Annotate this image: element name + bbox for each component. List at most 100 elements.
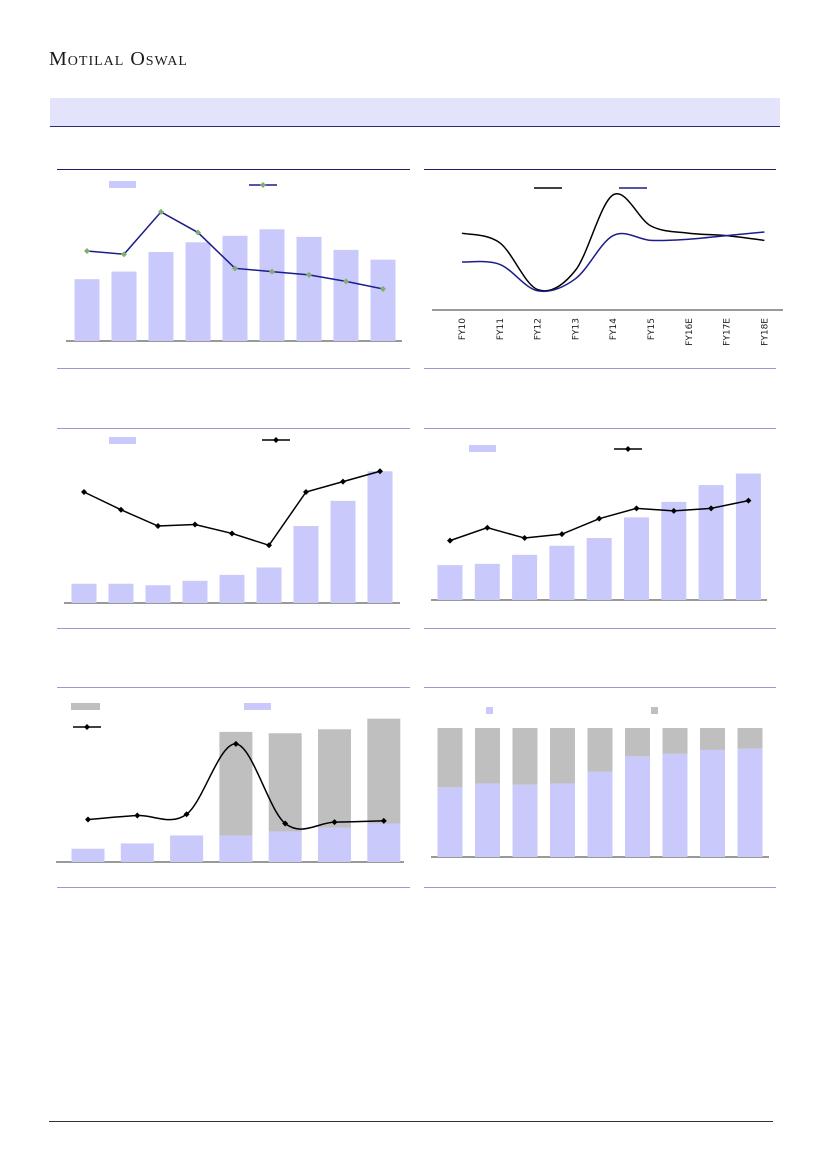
bar-bottom-left-4 xyxy=(268,831,302,862)
panel-rule-bottom-left-bottom xyxy=(57,887,410,888)
point-mid-right-0 xyxy=(447,537,453,544)
bar-top-left-3 xyxy=(185,242,211,341)
bar-bottom-right-5 xyxy=(625,756,650,857)
bar-stack-bottom-left-4 xyxy=(268,733,302,832)
panel-rule-mid-right-bottom xyxy=(424,628,776,629)
panel-rule-mid-left-top xyxy=(57,428,410,429)
point-mid-left-7 xyxy=(340,478,346,485)
point-bottom-left-2 xyxy=(183,811,190,818)
bar-top-left-8 xyxy=(370,259,396,341)
point-mid-right-5 xyxy=(633,505,640,512)
point-mid-right-2 xyxy=(521,535,528,542)
bar-mid-left-2 xyxy=(145,585,171,603)
point-mid-right-4 xyxy=(596,515,603,522)
legend-bar-swatch-mid-left xyxy=(109,437,136,444)
footer-rule xyxy=(49,1121,773,1122)
legend-line-swatch-mid-right-marker xyxy=(625,446,631,452)
point-top-left-5 xyxy=(269,268,275,275)
bar-bottom-left-5 xyxy=(318,827,351,862)
x-tick-top-right-5: FY15 xyxy=(647,318,657,340)
point-mid-left-4 xyxy=(229,530,235,537)
bar-mid-left-5 xyxy=(256,567,282,603)
point-top-left-4 xyxy=(232,265,238,272)
bar-mid-right-2 xyxy=(512,554,538,600)
bar-bottom-right-8 xyxy=(737,748,763,857)
point-mid-left-8 xyxy=(377,468,383,475)
bar-mid-right-8 xyxy=(735,473,761,600)
bar-mid-left-7 xyxy=(330,500,356,603)
bar-bottom-right-6 xyxy=(662,753,688,857)
bar-bottom-right-3 xyxy=(550,783,575,857)
legend-line-swatch-bottom-left-marker xyxy=(84,724,90,730)
panel-rule-mid-left-bottom xyxy=(57,628,410,629)
bar-mid-left-4 xyxy=(219,574,245,603)
bar-bottom-left-2 xyxy=(170,835,204,862)
legend-bar-swatch-top-left xyxy=(109,181,136,188)
legend-line-swatch-top-left-marker xyxy=(260,182,266,188)
bar-mid-left-0 xyxy=(71,583,97,603)
legend-grey-swatch-bottom-right xyxy=(651,707,658,714)
point-mid-left-3 xyxy=(192,521,198,528)
point-mid-right-7 xyxy=(708,505,715,512)
bar-mid-right-3 xyxy=(549,545,575,600)
point-top-left-8 xyxy=(380,285,386,292)
point-mid-right-3 xyxy=(558,531,565,538)
panel-rule-bottom-right-top xyxy=(424,687,776,688)
bar-bottom-right-0 xyxy=(437,787,463,857)
panel-rule-top-left-top xyxy=(57,169,410,170)
series-line-top-right-0 xyxy=(461,193,765,292)
point-mid-right-6 xyxy=(670,507,677,514)
brand-logo: Motilal Oswal xyxy=(49,48,188,70)
bar-stack-bottom-right-4 xyxy=(587,728,613,772)
point-top-left-6 xyxy=(306,271,312,278)
bar-bottom-left-6 xyxy=(367,823,401,862)
point-bottom-left-6 xyxy=(380,817,387,824)
bar-top-left-0 xyxy=(74,279,100,341)
x-tick-top-right-1: FY11 xyxy=(496,318,506,340)
bar-stack-bottom-right-1 xyxy=(475,728,500,784)
point-mid-left-2 xyxy=(155,523,161,530)
bar-mid-right-1 xyxy=(474,563,500,600)
x-tick-top-right-2: FY12 xyxy=(534,318,544,340)
x-tick-top-right-4: FY14 xyxy=(609,318,619,340)
point-bottom-left-3 xyxy=(232,740,239,747)
bar-stack-bottom-right-7 xyxy=(700,728,725,750)
bar-stack-bottom-left-3 xyxy=(219,731,253,836)
legend-bar-swatch-bottom-left xyxy=(244,703,271,710)
bar-mid-left-8 xyxy=(367,471,393,603)
bar-mid-left-6 xyxy=(293,526,319,603)
panel-rule-top-right-bottom xyxy=(424,368,776,369)
point-mid-left-1 xyxy=(118,506,124,513)
bar-mid-right-7 xyxy=(698,485,724,600)
bar-bottom-left-0 xyxy=(71,848,105,862)
point-bottom-left-1 xyxy=(134,812,141,819)
bar-top-left-7 xyxy=(333,249,359,341)
bar-top-left-5 xyxy=(259,229,285,341)
bar-bottom-right-1 xyxy=(475,783,500,857)
bar-stack-bottom-left-6 xyxy=(367,718,401,824)
point-mid-left-0 xyxy=(81,489,87,495)
legend-bar-swatch-mid-right xyxy=(469,445,496,452)
bar-stack-bottom-right-2 xyxy=(512,728,538,785)
title-band-rule xyxy=(50,126,780,127)
bar-top-left-6 xyxy=(296,236,322,341)
point-top-left-1 xyxy=(121,251,127,258)
point-mid-left-6 xyxy=(303,489,309,495)
bar-bottom-left-1 xyxy=(120,843,154,862)
point-top-left-2 xyxy=(158,208,164,215)
legend-bar-swatch-bottom-right xyxy=(486,707,493,714)
point-top-left-0 xyxy=(84,247,90,254)
bar-bottom-right-2 xyxy=(512,784,538,857)
bar-stack-bottom-right-6 xyxy=(662,728,688,754)
panel-rule-mid-right-top xyxy=(424,428,776,429)
bar-mid-left-1 xyxy=(108,583,134,603)
point-top-left-3 xyxy=(195,229,201,236)
bar-bottom-right-4 xyxy=(587,771,613,857)
bar-bottom-left-3 xyxy=(219,835,253,862)
point-bottom-left-5 xyxy=(331,819,338,826)
bar-mid-right-6 xyxy=(661,501,687,600)
bar-bottom-right-7 xyxy=(700,749,725,857)
bar-mid-left-3 xyxy=(182,580,208,603)
point-bottom-left-0 xyxy=(85,816,91,823)
